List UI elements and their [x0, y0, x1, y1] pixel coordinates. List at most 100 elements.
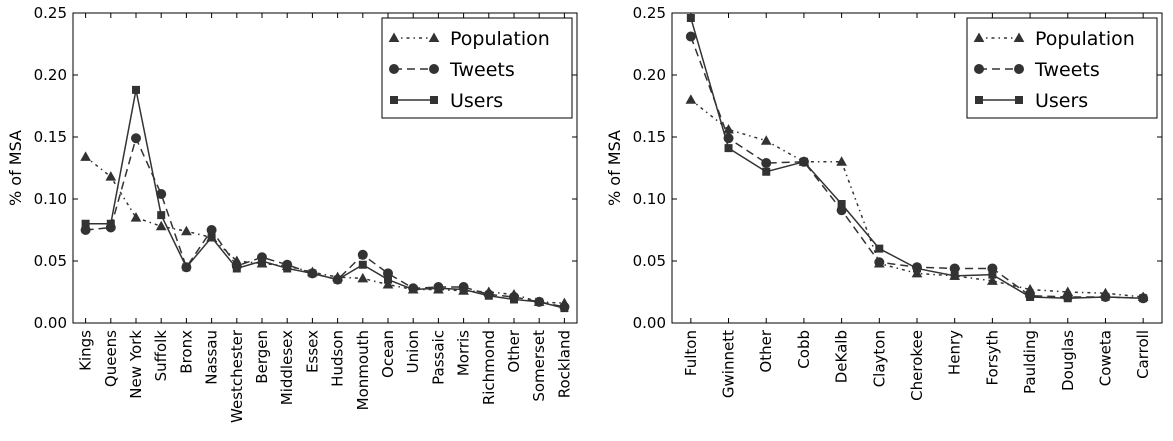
x-tick-label: Morris [455, 330, 473, 376]
data-point-users [1063, 294, 1072, 303]
legend-label-users: Users [1035, 90, 1088, 112]
data-point-population [181, 225, 192, 236]
data-point-users [132, 85, 140, 94]
x-tick-label: Somerset [530, 330, 548, 402]
x-tick-label: Fulton [682, 330, 700, 376]
y-tick-label: 0.20 [34, 66, 67, 84]
x-tick-label: Ocean [379, 330, 397, 378]
legend-label-tweets: Tweets [449, 59, 515, 81]
y-axis-title: % of MSA [6, 130, 25, 206]
x-tick-label: Bronx [177, 330, 195, 374]
data-point-users [333, 275, 342, 284]
x-tick-label: Bergen [253, 330, 271, 384]
legend: Population Tweets Users [966, 17, 1158, 119]
x-tick-label: Gwinnett [720, 330, 738, 398]
legend-label-tweets: Tweets [1034, 59, 1100, 81]
x-tick-label: Passaic [429, 330, 447, 385]
x-tick-label: Essex [303, 330, 321, 373]
x-tick-label: Richmond [480, 330, 498, 405]
legend-marker-population [973, 32, 985, 42]
data-point-population [987, 275, 998, 285]
x-tick-label: Carroll [1134, 330, 1152, 379]
data-point-users [258, 257, 266, 265]
data-point-users [182, 263, 191, 272]
x-tick-label: Hudson [329, 330, 347, 387]
legend-marker-users [1015, 96, 1023, 104]
plot-frame [72, 12, 578, 324]
data-point-users [950, 271, 959, 280]
data-point-population [357, 272, 369, 283]
x-tick-label: Westchester [228, 329, 246, 423]
y-tick-label: 0.15 [633, 128, 666, 146]
data-point-users [799, 157, 808, 166]
data-point-population [130, 212, 142, 222]
x-tick-label: Kings [77, 330, 95, 371]
data-point-users [1026, 292, 1035, 301]
legend-box [966, 17, 1158, 119]
data-point-population [80, 151, 91, 161]
data-point-users [535, 297, 544, 306]
x-tick-label: Rockland [555, 330, 573, 398]
data-point-population [723, 124, 734, 134]
series-line-population [85, 156, 565, 304]
data-point-tweets [761, 158, 772, 169]
y-tick-label: 0.05 [34, 252, 67, 270]
data-point-users [875, 244, 884, 253]
data-point-users [232, 264, 241, 273]
data-point-users [560, 304, 569, 313]
x-tick-label: Nassau [203, 330, 221, 385]
data-point-users [434, 284, 443, 293]
data-point-tweets [949, 263, 960, 274]
legend-marker-users [390, 96, 398, 104]
data-point-tweets [131, 133, 141, 144]
legend-box [381, 17, 573, 119]
data-point-users [384, 275, 392, 284]
legend-label-population: Population [1035, 28, 1135, 50]
data-point-users [913, 264, 921, 273]
data-point-users [837, 199, 846, 208]
legend-marker-tweets [429, 64, 439, 74]
data-point-population [836, 156, 847, 166]
data-point-users [207, 233, 216, 242]
y-tick-label: 0.25 [34, 4, 67, 22]
data-point-users [459, 285, 468, 294]
data-point-tweets [357, 249, 368, 260]
legend-marker-population [1013, 32, 1025, 42]
data-point-users [358, 260, 367, 269]
data-point-users [283, 264, 292, 273]
data-point-users [157, 211, 166, 220]
x-tick-label: Queens [102, 330, 120, 387]
x-tick-label: Coweta [1096, 330, 1114, 386]
legend-marker-users [975, 96, 983, 104]
x-tick-label: Union [404, 330, 422, 373]
y-tick-label: 0.05 [633, 252, 666, 270]
data-point-users [510, 295, 518, 304]
x-tick-label: Clayton [870, 330, 888, 387]
data-point-users [409, 285, 418, 294]
x-tick-label: Paulding [1021, 330, 1039, 394]
x-tick-label: Forsyth [983, 330, 1001, 386]
data-point-population [155, 220, 167, 231]
legend-marker-users [430, 96, 438, 104]
data-point-users [1139, 294, 1148, 303]
x-tick-label: DeKalb [833, 330, 851, 383]
data-point-users [308, 269, 317, 278]
y-tick-label: 0.10 [34, 190, 67, 208]
x-tick-label: Monmouth [354, 330, 372, 410]
chart-panel-1: 0.00 0.05 0.10 0.15 0.20 0.25 Kings Queens New Y… [6, 4, 578, 423]
x-tick-label: Suffolk [152, 330, 170, 382]
data-point-population [760, 135, 772, 145]
y-axis-title: % of MSA [605, 130, 624, 206]
y-tick-label: 0.00 [633, 314, 666, 332]
data-point-users [762, 167, 771, 176]
plot-frame [671, 12, 1163, 324]
legend-marker-population [428, 32, 440, 42]
legend-label-population: Population [450, 28, 550, 50]
data-point-users [988, 270, 997, 279]
data-point-users [686, 13, 695, 22]
legend-label-users: Users [450, 90, 503, 112]
y-tick-label: 0.15 [34, 128, 67, 146]
data-point-tweets [874, 257, 885, 268]
x-tick-label: New York [127, 330, 145, 399]
